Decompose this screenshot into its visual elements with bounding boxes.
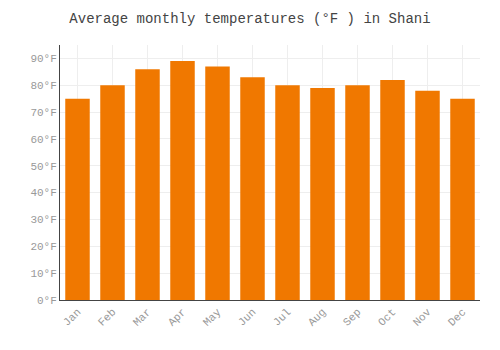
svg-text:Aug: Aug	[306, 306, 328, 328]
svg-text:Oct: Oct	[376, 306, 398, 328]
svg-text:90°F: 90°F	[30, 53, 56, 65]
svg-text:Average monthly temperatures (: Average monthly temperatures (°F ) in Sh…	[69, 11, 430, 27]
svg-text:Mar: Mar	[131, 306, 153, 328]
svg-text:10°F: 10°F	[30, 268, 56, 280]
svg-text:70°F: 70°F	[30, 107, 56, 119]
svg-text:Sep: Sep	[341, 306, 363, 328]
svg-text:40°F: 40°F	[30, 187, 56, 199]
svg-text:60°F: 60°F	[30, 134, 56, 146]
svg-text:Dec: Dec	[446, 306, 468, 328]
svg-text:30°F: 30°F	[30, 214, 56, 226]
svg-text:Jul: Jul	[271, 306, 293, 328]
svg-text:20°F: 20°F	[30, 241, 56, 253]
svg-text:50°F: 50°F	[30, 161, 56, 173]
svg-text:80°F: 80°F	[30, 80, 56, 92]
svg-text:Feb: Feb	[96, 306, 118, 328]
svg-text:Jan: Jan	[61, 306, 83, 328]
svg-text:Nov: Nov	[411, 306, 434, 329]
svg-text:Apr: Apr	[166, 306, 188, 328]
svg-text:May: May	[201, 306, 224, 329]
svg-text:0°F: 0°F	[37, 295, 57, 307]
svg-text:Jun: Jun	[236, 306, 258, 328]
